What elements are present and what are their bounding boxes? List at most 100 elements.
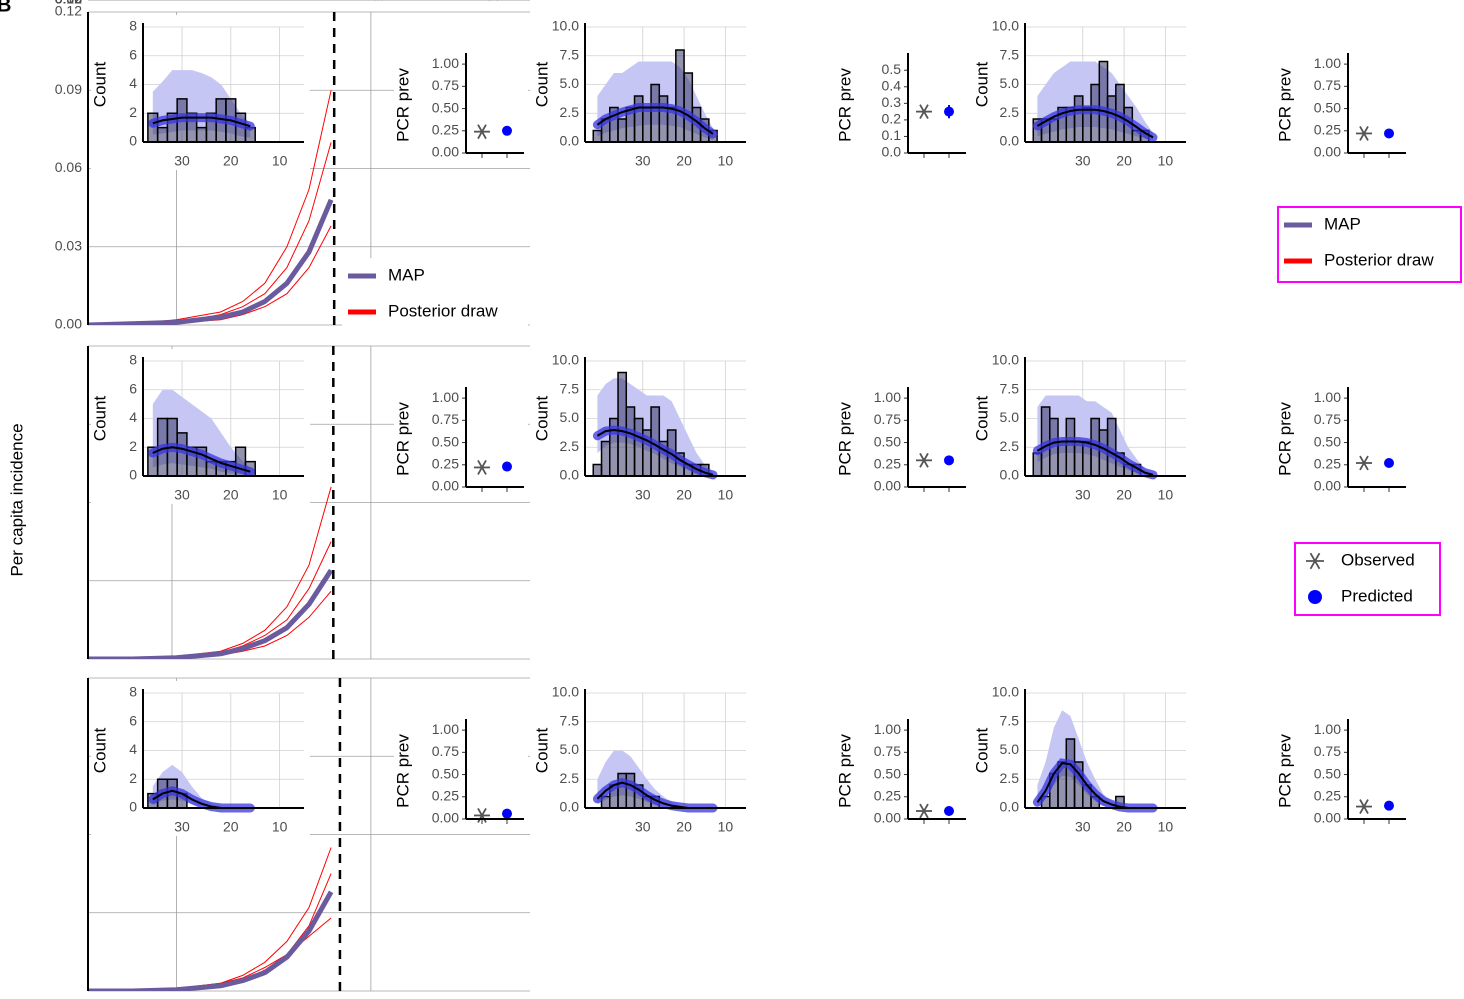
y-tick-label: 0.00	[55, 0, 82, 7]
predicted-point	[944, 455, 954, 466]
histogram-bar	[1098, 60, 1109, 143]
y-axis-title: PCR prev	[835, 68, 854, 142]
y-axis-title: Count	[972, 396, 991, 442]
y-axis-title: PCR prev	[835, 402, 854, 476]
y-tick-label: 4	[129, 75, 137, 91]
y-tick-label: 10.0	[552, 352, 579, 368]
y-tick-label: 0.00	[432, 478, 459, 494]
y-tick-label: 0.50	[874, 433, 901, 449]
y-tick-label: 0.03	[55, 0, 82, 7]
y-tick-label: 1.00	[1314, 389, 1341, 405]
histogram-bar	[675, 49, 685, 143]
observed-point	[474, 808, 490, 823]
histogram-bar	[683, 72, 694, 143]
x-tick-label: 30	[1075, 487, 1091, 503]
y-tick-label: 10.0	[552, 684, 579, 700]
y-tick-label: 2	[129, 438, 137, 454]
x-tick-label: 10	[1158, 819, 1174, 835]
y-tick-label: 0.4	[882, 77, 902, 93]
predicted-point	[1384, 800, 1394, 811]
y-axis-title: PCR prev	[393, 68, 412, 142]
histogram-bar	[650, 83, 661, 143]
observed-point	[1356, 126, 1372, 141]
x-tick-label: 30	[635, 153, 651, 169]
y-tick-label: 7.5	[560, 712, 580, 728]
x-tick-label: 20	[1116, 487, 1132, 503]
legend-label: MAP	[388, 265, 425, 284]
y-axis-title: PCR prev	[1275, 734, 1294, 808]
histogram-bar	[617, 371, 628, 477]
y-tick-label: 7.5	[1000, 46, 1020, 62]
asterisk-stroke	[1359, 799, 1369, 814]
map-line	[88, 568, 334, 659]
y-tick-label: 0.00	[55, 0, 82, 7]
x-tick-label: 20	[676, 819, 692, 835]
y-tick-label: 0.0	[560, 467, 580, 483]
y-tick-label: 1.00	[432, 721, 459, 737]
x-tick-label: 10	[718, 487, 734, 503]
asterisk-stroke	[1359, 455, 1369, 471]
y-axis-title: PCR prev	[1275, 402, 1294, 476]
y-tick-label: 0.00	[432, 144, 459, 160]
inset-background	[394, 49, 528, 165]
legend-swatch	[1306, 552, 1324, 570]
fit-line	[1036, 440, 1154, 476]
y-tick-label: 8	[129, 18, 137, 34]
y-tick-label: 1.00	[874, 389, 901, 405]
histogram-bar	[633, 95, 644, 143]
asterisk-stroke	[477, 808, 487, 823]
predicted-point	[502, 461, 512, 472]
y-tick-label: 1.00	[1314, 55, 1341, 71]
y-tick-label: 0.06	[55, 0, 82, 7]
y-tick-label: 0.50	[432, 433, 459, 449]
y-tick-label: 0.09	[55, 0, 82, 7]
y-axis-title: Count	[972, 62, 991, 108]
histogram-bar	[633, 417, 644, 477]
histogram-bar	[1073, 95, 1084, 143]
x-tick-label: 30	[635, 487, 651, 503]
fit-band	[1037, 710, 1153, 808]
y-tick-label: 0.00	[55, 316, 82, 332]
fit-line	[596, 106, 714, 135]
y-tick-label: 0.25	[432, 455, 459, 471]
y-tick-label: 2	[129, 104, 137, 120]
y-tick-label: 0.75	[874, 743, 901, 759]
legend-box	[342, 258, 528, 330]
y-axis-title: PCR prev	[835, 734, 854, 808]
x-tick-label: 30	[174, 819, 190, 835]
observed-point	[1356, 799, 1372, 814]
y-tick-label: 8	[129, 684, 137, 700]
x-tick-label: 30	[635, 819, 651, 835]
histogram-bar	[1073, 440, 1084, 477]
inset-background	[1276, 383, 1410, 499]
y-tick-label: 0.3	[882, 94, 902, 110]
observed-point	[916, 452, 932, 468]
inset-background	[91, 681, 310, 836]
posterior-draw	[88, 847, 332, 991]
observed-point	[474, 124, 490, 140]
y-tick-label: 0.75	[1314, 743, 1341, 759]
y-tick-label: 5.0	[1000, 409, 1020, 425]
y-tick-label: 0.50	[1314, 433, 1341, 449]
x-tick-label: 30	[1075, 819, 1091, 835]
y-axis-title: PCR prev	[393, 402, 412, 476]
histogram-bar	[156, 126, 169, 143]
x-tick-label: 20	[676, 153, 692, 169]
x-tick-label: 10	[272, 487, 288, 503]
y-tick-label: 10.0	[992, 684, 1019, 700]
y-tick-label: 0.0	[1000, 467, 1020, 483]
histogram-bar	[195, 126, 208, 143]
y-tick-label: 0	[129, 799, 137, 815]
legend-label: MAP	[1324, 214, 1361, 233]
inset-background	[394, 383, 528, 499]
y-tick-label: 0.0	[560, 133, 580, 149]
legend-swatch	[1308, 590, 1322, 604]
histogram-bar	[592, 463, 603, 477]
x-tick-label: 20	[1116, 819, 1132, 835]
y-tick-label: 0.06	[55, 159, 82, 175]
y-axis-title: Count	[90, 396, 109, 442]
y-tick-label: 0	[129, 133, 137, 149]
y-axis-title: Count	[532, 396, 551, 442]
asterisk-stroke	[1359, 126, 1369, 141]
observed-point	[1356, 455, 1372, 471]
